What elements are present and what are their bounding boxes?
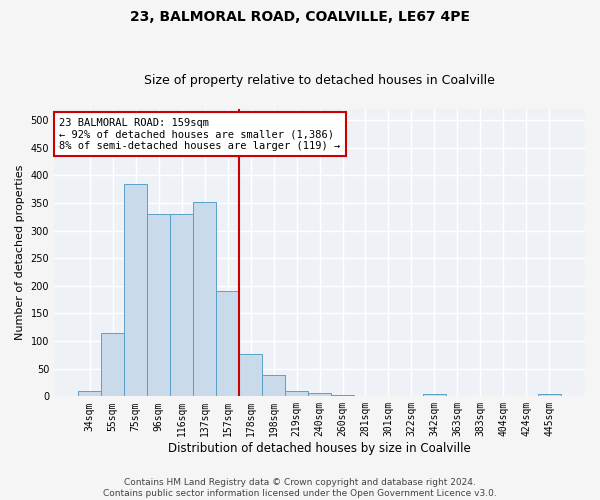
Bar [285,391,308,396]
Bar [331,394,354,396]
Bar [170,214,193,396]
Bar [308,393,331,396]
Bar [193,202,216,396]
Bar [423,394,446,396]
Text: Contains HM Land Registry data © Crown copyright and database right 2024.
Contai: Contains HM Land Registry data © Crown c… [103,478,497,498]
Bar [538,394,561,396]
X-axis label: Distribution of detached houses by size in Coalville: Distribution of detached houses by size … [168,442,471,455]
Bar [147,214,170,396]
Title: Size of property relative to detached houses in Coalville: Size of property relative to detached ho… [144,74,495,87]
Text: 23, BALMORAL ROAD, COALVILLE, LE67 4PE: 23, BALMORAL ROAD, COALVILLE, LE67 4PE [130,10,470,24]
Bar [101,333,124,396]
Y-axis label: Number of detached properties: Number of detached properties [15,165,25,340]
Bar [124,184,147,396]
Bar [262,376,285,396]
Text: 23 BALMORAL ROAD: 159sqm
← 92% of detached houses are smaller (1,386)
8% of semi: 23 BALMORAL ROAD: 159sqm ← 92% of detach… [59,118,341,151]
Bar [239,354,262,397]
Bar [78,391,101,396]
Bar [216,292,239,397]
